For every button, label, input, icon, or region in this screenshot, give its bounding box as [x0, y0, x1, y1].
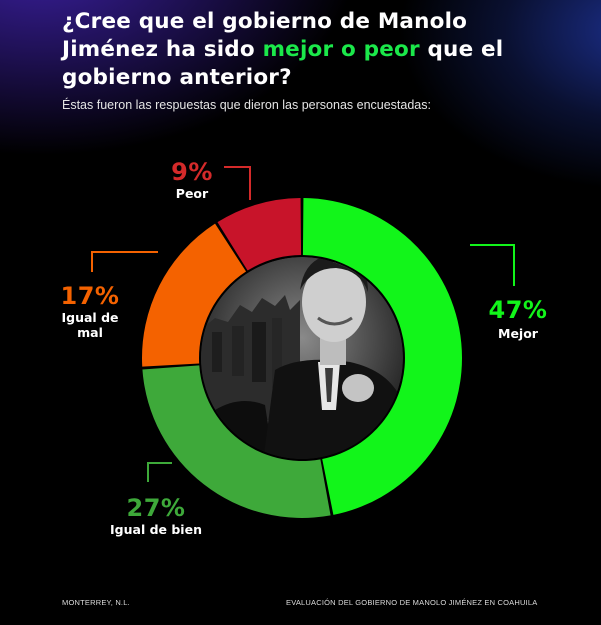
title-highlight: mejor o peor [262, 37, 420, 62]
slice-value-igual-mal: 17% [60, 282, 120, 310]
leader-line-igual-bien [147, 462, 172, 482]
donut-slice-igual-bien [142, 365, 331, 518]
title-part1: ¿Cree que el gobierno de Manolo Jiménez … [62, 9, 468, 62]
footer-location: MONTERREY, N.L. [62, 598, 130, 607]
page-title: ¿Cree que el gobierno de Manolo Jiménez … [62, 8, 562, 92]
slice-name-igual-mal: Igual de mal [61, 310, 119, 340]
slice-value-igual-bien: 27% [126, 494, 186, 522]
leader-line-mejor [470, 244, 515, 286]
donut-slice-igual-mal [142, 223, 247, 367]
slice-value-peor: 9% [171, 158, 213, 186]
donut-slices [142, 198, 463, 518]
slice-name-peor: Peor [175, 186, 209, 201]
slice-label-igual-bien: 27% Igual de bien [96, 494, 216, 537]
page-subtitle: Éstas fueron las respuestas que dieron l… [62, 98, 431, 112]
leader-line-peor [224, 166, 251, 200]
donut-slice-mejor [302, 198, 463, 515]
leader-line-igual-mal [91, 251, 158, 272]
slice-label-igual-mal: 17% Igual de mal [48, 282, 132, 340]
title-part2: que el gobierno anterior? [62, 37, 504, 90]
donut-slice-peor [217, 198, 302, 271]
donut-chart [91, 166, 515, 518]
slice-name-igual-bien: Igual de bien [110, 522, 202, 537]
slice-label-peor: 9% Peor [160, 158, 224, 201]
footer-report-title: EVALUACIÓN DEL GOBIERNO DE MANOLO JIMÉNE… [286, 598, 538, 607]
slice-label-mejor: 47% Mejor [476, 296, 560, 341]
center-photo [201, 257, 403, 459]
slice-value-mejor: 47% [488, 296, 548, 324]
slice-name-mejor: Mejor [498, 326, 538, 341]
